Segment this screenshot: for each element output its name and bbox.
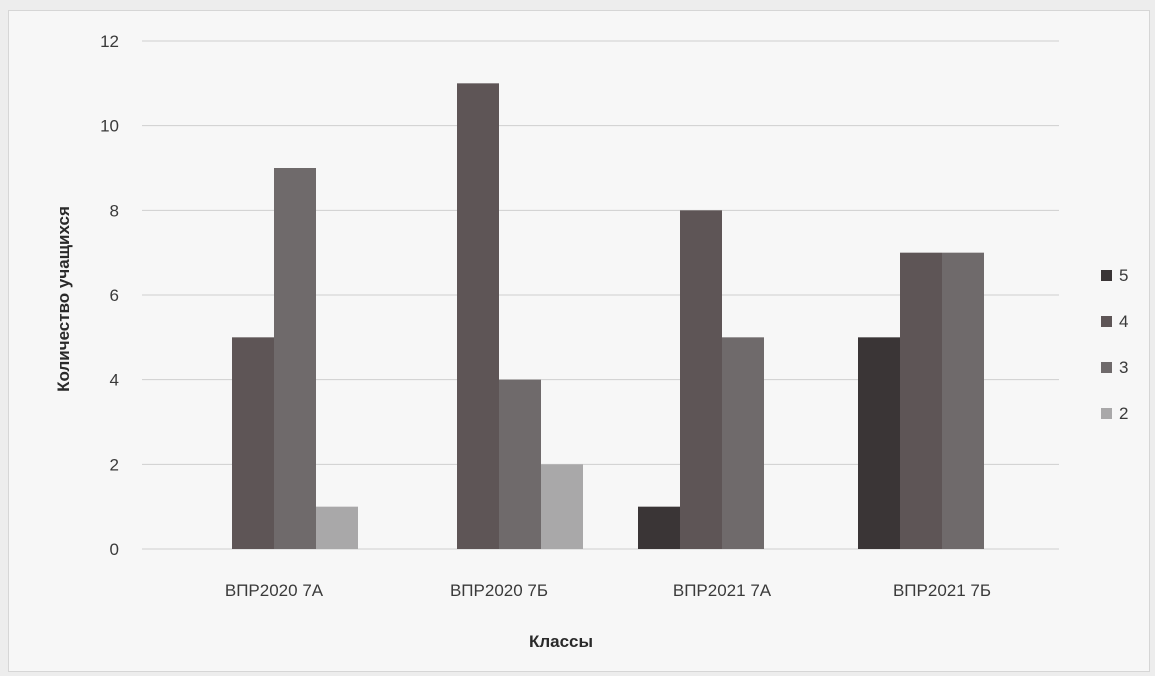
y-tick-label: 10	[100, 117, 119, 136]
bars	[232, 83, 984, 550]
legend-label-3: 3	[1119, 358, 1128, 377]
chart-frame: 0 2 4 6 8 10 12 ВПР2020 7А ВПР2020 7Б ВПР2021 7А…	[8, 10, 1150, 672]
legend-label-4: 4	[1119, 312, 1128, 331]
bar-1-series-2	[316, 506, 358, 549]
x-tick-label: ВПР2021 7Б	[893, 581, 991, 600]
bar-1-series-3	[274, 168, 316, 549]
y-tick-label: 2	[110, 455, 119, 474]
y-tick-label: 4	[110, 371, 119, 390]
y-tick-label: 0	[110, 540, 119, 559]
bar-3-series-4	[680, 210, 722, 550]
legend-swatch-2	[1101, 408, 1112, 419]
y-tick-label: 6	[110, 286, 119, 305]
bar-3-series-3	[722, 337, 764, 549]
y-tick-label: 12	[100, 32, 119, 51]
legend: 5 4 3 2	[1101, 266, 1128, 423]
legend-label-5: 5	[1119, 266, 1128, 285]
bar-4-series-4	[900, 252, 942, 549]
x-tick-label: ВПР2020 7Б	[450, 581, 548, 600]
bar-1-series-4	[232, 337, 274, 549]
bar-4-series-5	[858, 337, 900, 549]
x-tick-labels: ВПР2020 7А ВПР2020 7Б ВПР2021 7А ВПР2021 7Б	[225, 581, 991, 600]
x-axis-title: Классы	[529, 632, 593, 651]
legend-label-2: 2	[1119, 404, 1128, 423]
bar-2-series-2	[541, 464, 583, 549]
y-tick-labels: 0 2 4 6 8 10 12	[100, 32, 119, 559]
bar-2-series-4	[457, 83, 499, 549]
bar-2-series-3	[499, 379, 541, 549]
legend-swatch-3	[1101, 362, 1112, 373]
bar-chart: 0 2 4 6 8 10 12 ВПР2020 7А ВПР2020 7Б ВПР2021 7А…	[54, 32, 1128, 651]
legend-swatch-5	[1101, 270, 1112, 281]
x-tick-label: ВПР2021 7А	[673, 581, 772, 600]
bar-4-series-3	[942, 252, 984, 549]
y-axis-title: Количество учащихся	[54, 206, 73, 392]
bar-3-series-5	[638, 506, 680, 549]
legend-swatch-4	[1101, 316, 1112, 327]
x-tick-label: ВПР2020 7А	[225, 581, 324, 600]
y-tick-label: 8	[110, 201, 119, 220]
